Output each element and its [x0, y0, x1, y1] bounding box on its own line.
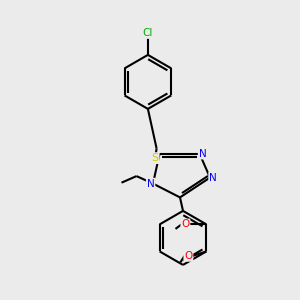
Text: N: N	[147, 178, 154, 189]
Text: O: O	[181, 219, 190, 230]
Text: N: N	[209, 172, 217, 183]
Text: N: N	[199, 148, 206, 159]
Text: O: O	[184, 251, 193, 261]
Text: Cl: Cl	[143, 28, 153, 38]
Text: S: S	[152, 153, 159, 163]
